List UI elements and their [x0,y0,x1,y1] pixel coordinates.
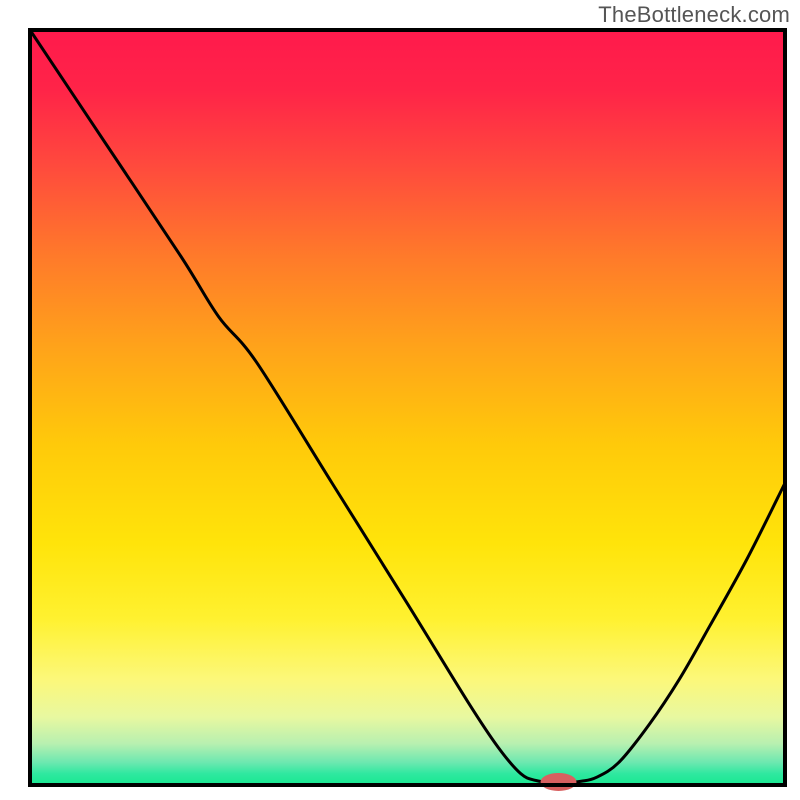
optimal-marker [541,773,577,791]
watermark-text: TheBottleneck.com [598,2,790,28]
chart-background [30,30,785,785]
chart-svg [0,0,800,800]
bottleneck-chart: TheBottleneck.com [0,0,800,800]
